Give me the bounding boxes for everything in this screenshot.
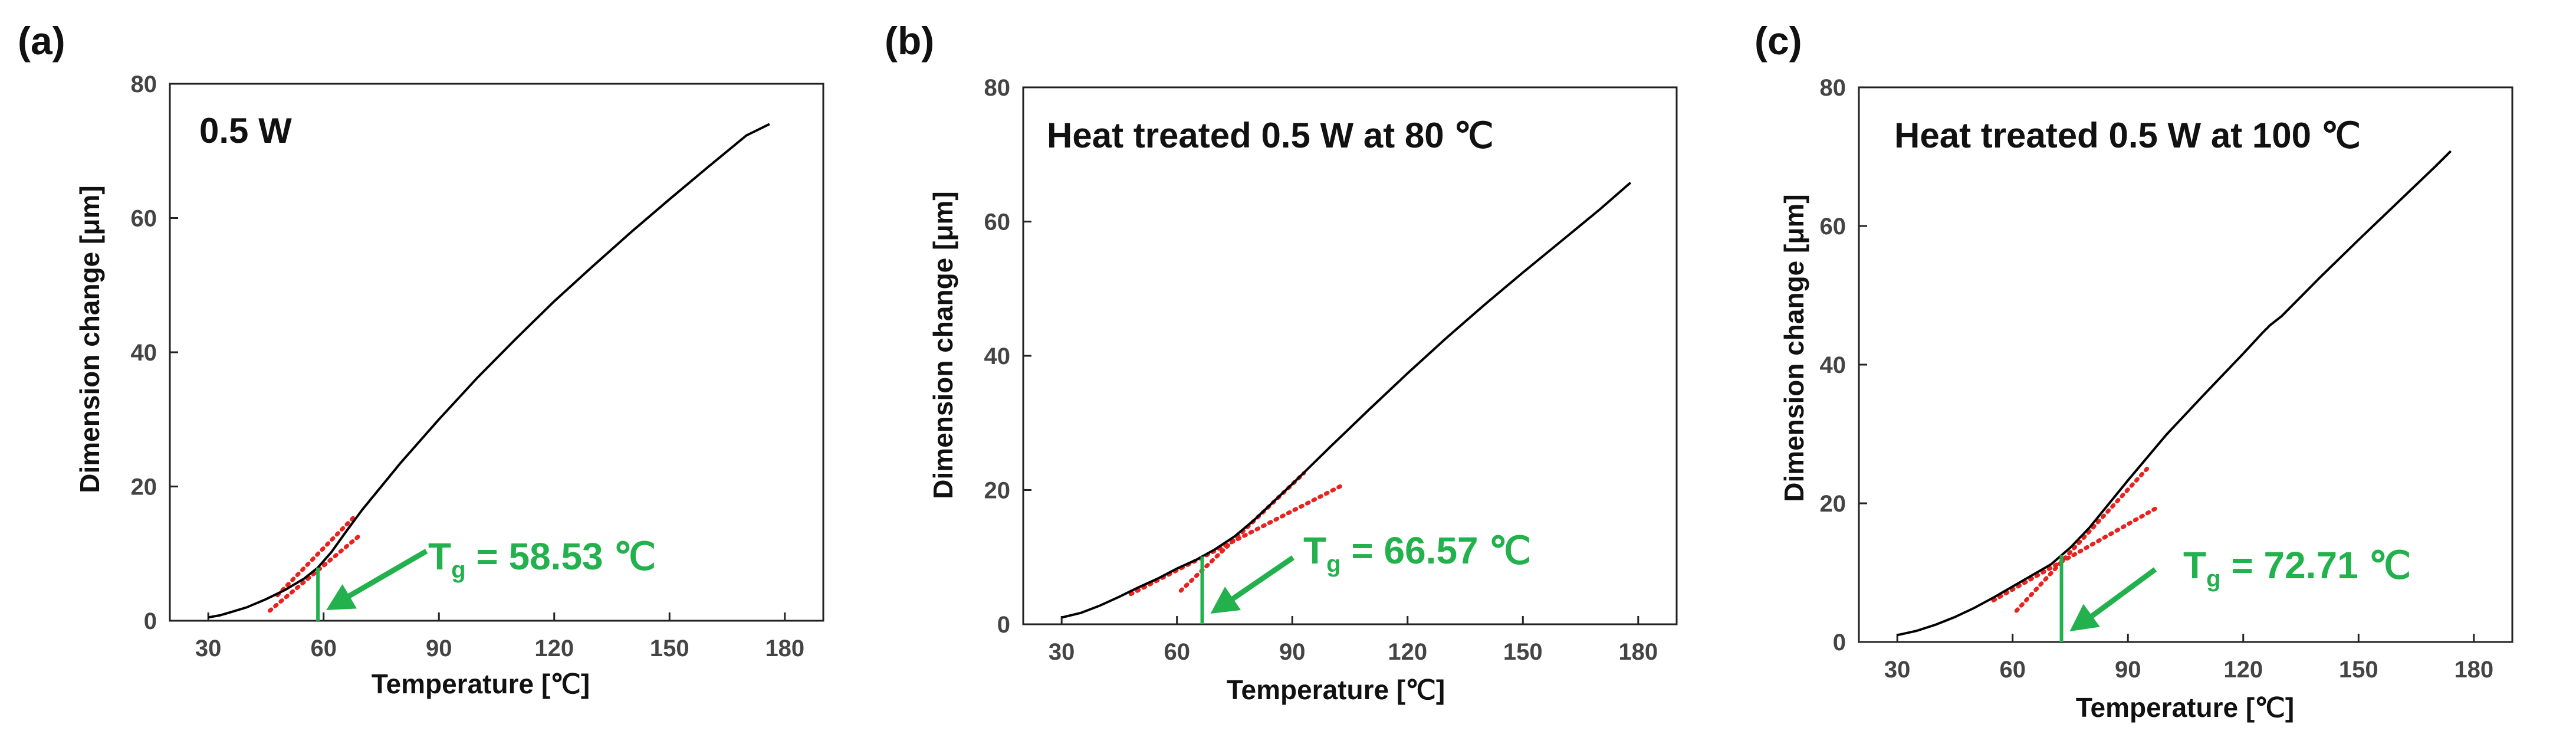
chart-panel-c: (c) 30 60 90 120 150 180 0 20 40 60 80 Tg = 72.71 ℃… [1754,19,2513,723]
chart-panel-a: (a) 30 60 90 120 150 180 0 20 40 60 80 Tg = 58.53 ℃… [18,19,824,699]
tangent-line [275,515,357,598]
x-tick-label: 60 [1164,639,1190,665]
tg-arrowhead [1210,587,1241,614]
plot-axes: 30 60 90 120 150 180 0 20 40 60 80 Tg = 58.53 ℃ [131,71,824,661]
tg-arrow [1220,555,1295,608]
y-tick-label: 60 [131,206,157,232]
plot-axes: 30 60 90 120 150 180 0 20 40 60 80 Tg = 66.57 ℃ [984,75,1678,665]
x-axis-title: Temperature [℃] [372,669,590,699]
y-axis-title: Dimension change [μm] [74,185,105,493]
y-tick-label: 0 [144,608,157,634]
x-tick-label: 180 [2454,657,2493,683]
tg-subscript: g [1326,551,1340,577]
x-tick-label: 120 [1388,639,1427,665]
data-series-line [1061,181,1632,619]
tg-arrowhead [2069,604,2100,631]
y-tick-label: 80 [984,75,1011,101]
tg-value: = 66.57 ℃ [1341,529,1532,572]
y-tick-label: 0 [1833,630,1846,656]
tangent-line [1128,483,1345,597]
y-axis-title: Dimension change [μm] [928,191,958,499]
y-tick-label: 80 [131,71,157,97]
x-axis-title: Temperature [℃] [1227,674,1445,705]
plot-axes: 30 60 90 120 150 180 0 20 40 60 80 Tg = 72.71 ℃ [1820,75,2513,683]
tg-symbol: T [428,535,451,578]
x-tick-label: 150 [1503,639,1543,665]
plot-title: Heat treated 0.5 W at 80 ℃ [1047,116,1494,155]
tangent-line [2014,466,2150,613]
tg-subscript: g [2206,566,2220,592]
tg-label: Tg = 58.53 ℃ [428,535,656,583]
y-tick-label: 20 [131,474,157,500]
y-tick-label: 20 [984,478,1011,504]
x-tick-label: 30 [1049,639,1075,665]
x-tick-label: 60 [310,635,337,661]
panel-label: (a) [18,19,65,63]
y-tick-label: 0 [997,612,1010,638]
x-tick-label: 120 [2223,657,2263,683]
x-tick-label: 90 [1279,639,1306,665]
y-tick-label: 60 [1820,214,1846,240]
tg-label: Tg = 72.71 ℃ [2183,544,2411,592]
x-tick-label: 180 [765,635,804,661]
x-tick-label: 30 [195,635,222,661]
tg-arrowhead [326,584,357,610]
y-tick-label: 60 [984,209,1011,235]
y-tick-label: 40 [984,343,1011,369]
x-tick-label: 60 [1999,657,2026,683]
y-axis-title: Dimension change [μm] [1779,194,1809,502]
y-tick-label: 20 [1820,491,1846,517]
y-tick-label: 40 [131,340,157,366]
x-tick-label: 150 [2339,657,2378,683]
x-tick-label: 90 [426,635,452,661]
tg-symbol: T [2183,544,2206,587]
x-axis-title: Temperature [℃] [2076,692,2294,723]
tangent-line [1991,504,2161,602]
plot-title: 0.5 W [199,111,292,150]
tg-arrow [336,549,428,605]
tg-subscript: g [451,557,465,583]
x-tick-label: 30 [1884,657,1911,683]
tg-symbol: T [1303,529,1326,572]
plot-title: Heat treated 0.5 W at 100 ℃ [1894,116,2361,155]
tg-value: = 72.71 ℃ [2221,544,2411,587]
data-series-line [1897,150,2452,637]
panel-label: (c) [1754,19,1802,63]
y-tick-label: 80 [1820,75,1846,101]
tangent-line [267,531,364,613]
tg-arrow [2079,567,2157,626]
x-tick-label: 90 [2115,657,2141,683]
y-tick-label: 40 [1820,352,1846,378]
panel-label: (b) [885,19,934,63]
x-tick-label: 150 [650,635,689,661]
x-tick-label: 120 [534,635,574,661]
tg-value: = 58.53 ℃ [466,535,656,578]
data-series-line [208,123,770,619]
x-tick-label: 180 [1618,639,1658,665]
tg-label: Tg = 66.57 ℃ [1303,529,1531,577]
chart-panel-b: (b) 30 60 90 120 150 180 0 20 40 60 80 Tg = 66.57 ℃… [885,19,1678,705]
